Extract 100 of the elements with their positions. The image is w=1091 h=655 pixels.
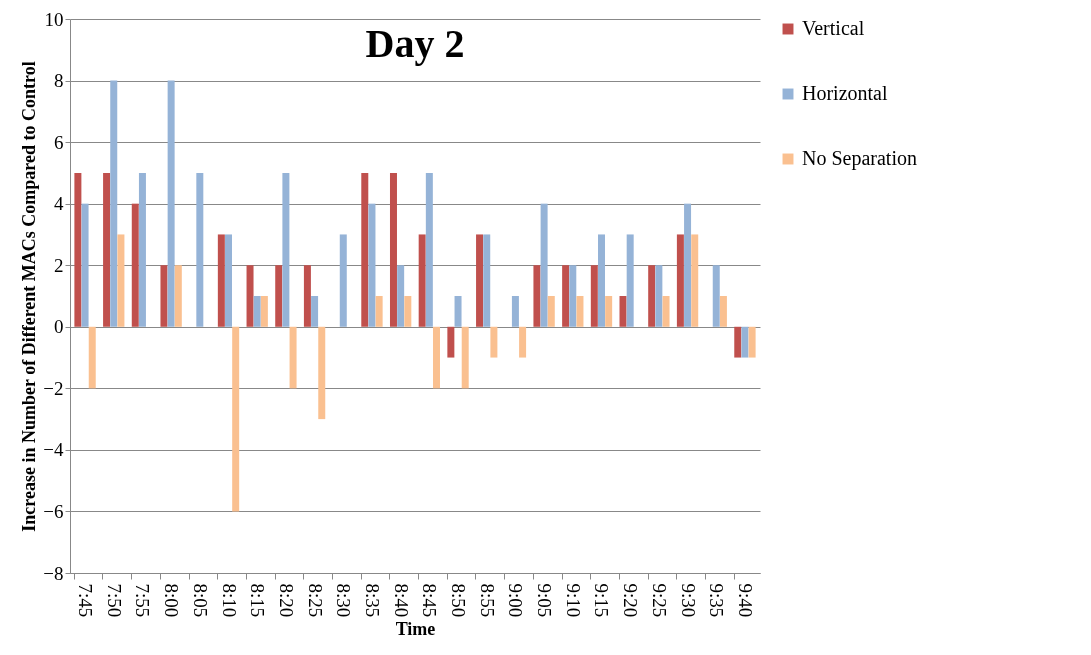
bar (540, 203, 548, 327)
x-tick-label: 8:10 (218, 583, 240, 618)
bar (253, 296, 261, 327)
bar (232, 326, 240, 512)
bar (483, 234, 491, 327)
bar (454, 296, 462, 327)
bar (476, 234, 484, 327)
bar (74, 172, 82, 327)
bar (160, 265, 168, 327)
x-tick-label: 8:35 (361, 583, 383, 618)
x-tick-label: 9:35 (706, 583, 728, 618)
bar (138, 172, 146, 327)
y-tick-label: 6 (54, 131, 64, 153)
bar (131, 203, 139, 327)
bar (597, 234, 605, 327)
bar (605, 296, 613, 327)
bar (719, 296, 727, 327)
bar (275, 265, 283, 327)
bar (519, 326, 527, 358)
x-tick-label: 8:55 (476, 583, 498, 618)
legend-label: No Separation (802, 147, 917, 170)
bar (246, 265, 254, 327)
x-tick-label: 9:40 (734, 583, 756, 618)
x-tick-label: 8:00 (161, 583, 183, 618)
bar (562, 265, 570, 327)
x-tick-label: 8:05 (189, 583, 211, 618)
y-tick-label: −6 (43, 500, 64, 522)
y-tick-label: −8 (43, 562, 64, 584)
x-tick-label: 7:55 (132, 583, 154, 618)
bar (447, 326, 455, 358)
y-tick-label: −4 (43, 439, 64, 461)
bar (648, 265, 656, 327)
bar (217, 234, 225, 327)
bar (433, 326, 441, 389)
bar (576, 296, 584, 327)
x-tick-label: 8:30 (333, 583, 355, 618)
x-tick-label: 9:15 (591, 583, 613, 618)
bar (110, 80, 118, 327)
bar (511, 296, 519, 327)
bar (103, 172, 111, 327)
bar (81, 203, 89, 327)
bar (619, 296, 627, 327)
x-tick-label: 9:00 (505, 583, 527, 618)
bar (712, 265, 720, 327)
x-tick-label: 8:45 (419, 583, 441, 618)
x-tick-label: 9:10 (562, 583, 584, 618)
chart-title: Day 2 (365, 21, 465, 66)
y-tick-label: 10 (44, 8, 64, 30)
x-tick-label: 9:20 (620, 583, 642, 618)
bar (368, 203, 376, 327)
x-tick-label: 8:50 (448, 583, 470, 618)
bar (397, 265, 405, 327)
bar (375, 296, 383, 327)
y-tick-label: 0 (54, 316, 64, 338)
x-tick-label: 7:45 (75, 583, 97, 618)
bar (662, 296, 670, 327)
x-tick-label: 9:05 (534, 583, 556, 618)
bar (748, 326, 756, 358)
bar (260, 296, 268, 327)
bar (174, 265, 182, 327)
bar (418, 234, 426, 327)
x-tick-label: 8:20 (275, 583, 297, 618)
x-tick-label: 7:50 (103, 583, 125, 618)
bar (404, 296, 412, 327)
bar (684, 203, 692, 327)
bar (569, 265, 577, 327)
legend-label: Horizontal (802, 82, 888, 104)
x-axis-title: Time (395, 619, 436, 640)
bar (225, 234, 233, 327)
x-tick-label: 9:30 (677, 583, 699, 618)
x-tick-label: 9:25 (648, 583, 670, 618)
bar (311, 296, 319, 327)
bar (117, 234, 125, 327)
y-tick-label: 8 (54, 70, 64, 92)
bar (691, 234, 699, 327)
y-tick-label: 4 (54, 193, 64, 215)
bar (490, 326, 498, 358)
bar (389, 172, 397, 327)
bar (339, 234, 347, 327)
bar (289, 326, 297, 389)
bar (361, 172, 369, 327)
x-tick-label: 8:25 (304, 583, 326, 618)
bar (741, 326, 749, 358)
bar (282, 172, 290, 327)
bar (461, 326, 469, 389)
y-tick-label: 2 (54, 254, 64, 276)
bar (655, 265, 663, 327)
legend-label: Vertical (802, 17, 865, 39)
bar (88, 326, 96, 389)
x-tick-label: 8:15 (247, 583, 269, 618)
bar (590, 265, 598, 327)
bar (167, 80, 175, 327)
y-tick-label: −2 (43, 377, 64, 399)
x-tick-label: 8:40 (390, 583, 412, 618)
bar (626, 234, 634, 327)
bar (533, 265, 541, 327)
bar (196, 172, 204, 327)
bar (318, 326, 326, 420)
bar (303, 265, 311, 327)
y-axis-title: Increase in Number of Different MACs Compared to Control (19, 61, 40, 532)
